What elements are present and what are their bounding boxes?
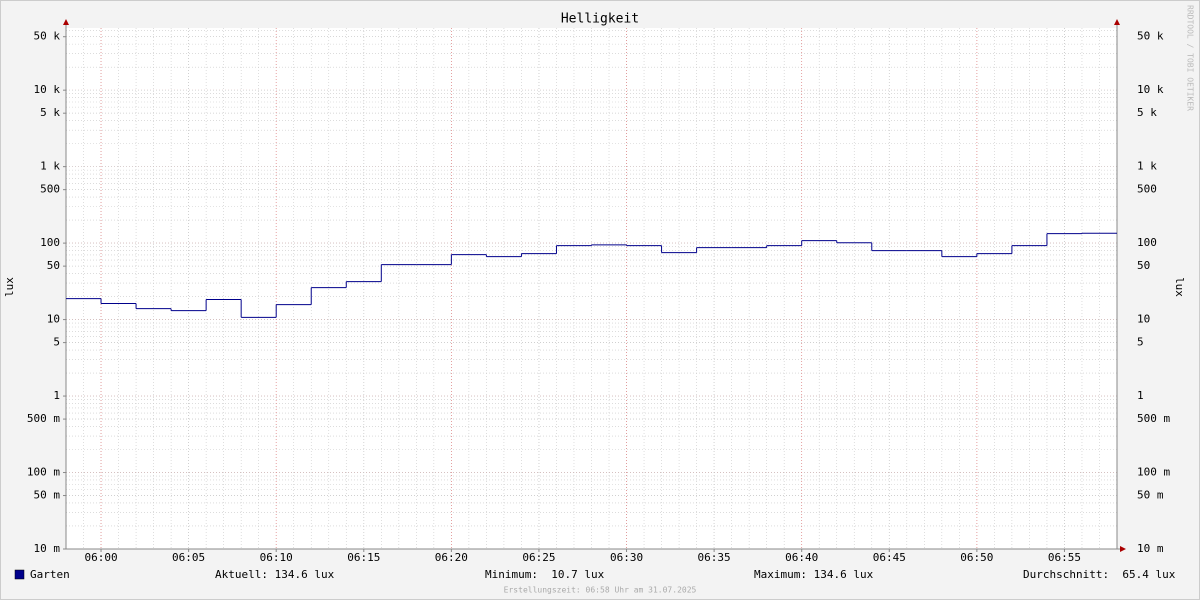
y-tick-label: 1 k bbox=[1137, 160, 1157, 173]
x-tick-label: 06:50 bbox=[960, 551, 993, 564]
x-tick-label: 06:05 bbox=[172, 551, 205, 564]
summary: Maximum: 134.6 lux bbox=[754, 568, 874, 581]
x-tick-label: 06:40 bbox=[785, 551, 818, 564]
x-tick-label: 06:30 bbox=[610, 551, 643, 564]
y-tick-label: 500 m bbox=[1137, 412, 1170, 425]
watermark: RRDTOOL / TOBI OETIKER bbox=[1186, 5, 1195, 111]
y-tick-label: 500 m bbox=[27, 412, 60, 425]
y-tick-label: 100 bbox=[1137, 236, 1157, 249]
y-tick-label: 10 k bbox=[34, 83, 61, 96]
plot-area bbox=[66, 28, 1117, 549]
x-tick-label: 06:25 bbox=[522, 551, 555, 564]
y-axis-label: lux bbox=[3, 277, 16, 297]
y-axis-label: lux bbox=[1173, 277, 1186, 297]
y-tick-label: 5 k bbox=[40, 106, 60, 119]
y-tick-label: 10 m bbox=[34, 542, 61, 555]
legend-swatch bbox=[14, 569, 25, 580]
y-tick-label: 100 m bbox=[27, 466, 60, 479]
y-tick-label: 10 bbox=[1137, 313, 1150, 326]
summary: Minimum: 10.7 lux bbox=[485, 568, 605, 581]
y-tick-label: 100 bbox=[40, 236, 60, 249]
y-tick-label: 10 bbox=[47, 313, 60, 326]
x-tick-label: 06:10 bbox=[260, 551, 293, 564]
y-tick-label: 5 bbox=[1137, 336, 1144, 349]
y-tick-label: 50 m bbox=[34, 489, 61, 502]
y-tick-label: 50 k bbox=[1137, 30, 1164, 43]
summary: Durchschnitt: 65.4 lux bbox=[1023, 568, 1176, 581]
legend-label: Garten bbox=[30, 568, 70, 581]
y-tick-label: 50 bbox=[47, 259, 60, 272]
y-tick-label: 500 bbox=[40, 183, 60, 196]
y-tick-label: 5 k bbox=[1137, 106, 1157, 119]
x-tick-label: 06:00 bbox=[84, 551, 117, 564]
y-tick-label: 10 k bbox=[1137, 83, 1164, 96]
axis-arrow bbox=[63, 19, 69, 25]
y-tick-label: 50 bbox=[1137, 259, 1150, 272]
x-tick-label: 06:45 bbox=[873, 551, 906, 564]
y-tick-label: 5 bbox=[53, 336, 60, 349]
summary: Aktuell: 134.6 lux bbox=[215, 568, 335, 581]
axis-arrow bbox=[1114, 19, 1120, 25]
y-tick-label: 100 m bbox=[1137, 466, 1170, 479]
y-tick-label: 50 k bbox=[34, 30, 61, 43]
x-tick-label: 06:55 bbox=[1048, 551, 1081, 564]
y-tick-label: 1 bbox=[1137, 389, 1144, 402]
x-tick-label: 06:20 bbox=[435, 551, 468, 564]
y-tick-label: 1 k bbox=[40, 160, 60, 173]
y-tick-label: 1 bbox=[53, 389, 60, 402]
x-tick-label: 06:35 bbox=[698, 551, 731, 564]
y-tick-label: 500 bbox=[1137, 183, 1157, 196]
y-tick-label: 50 m bbox=[1137, 489, 1164, 502]
axis-arrow bbox=[1120, 546, 1126, 552]
footer: Erstellungszeit: 06:58 Uhr am 31.07.2025 bbox=[504, 586, 697, 595]
x-tick-label: 06:15 bbox=[347, 551, 380, 564]
chart-title: Helligkeit bbox=[561, 12, 639, 27]
y-tick-label: 10 m bbox=[1137, 542, 1164, 555]
